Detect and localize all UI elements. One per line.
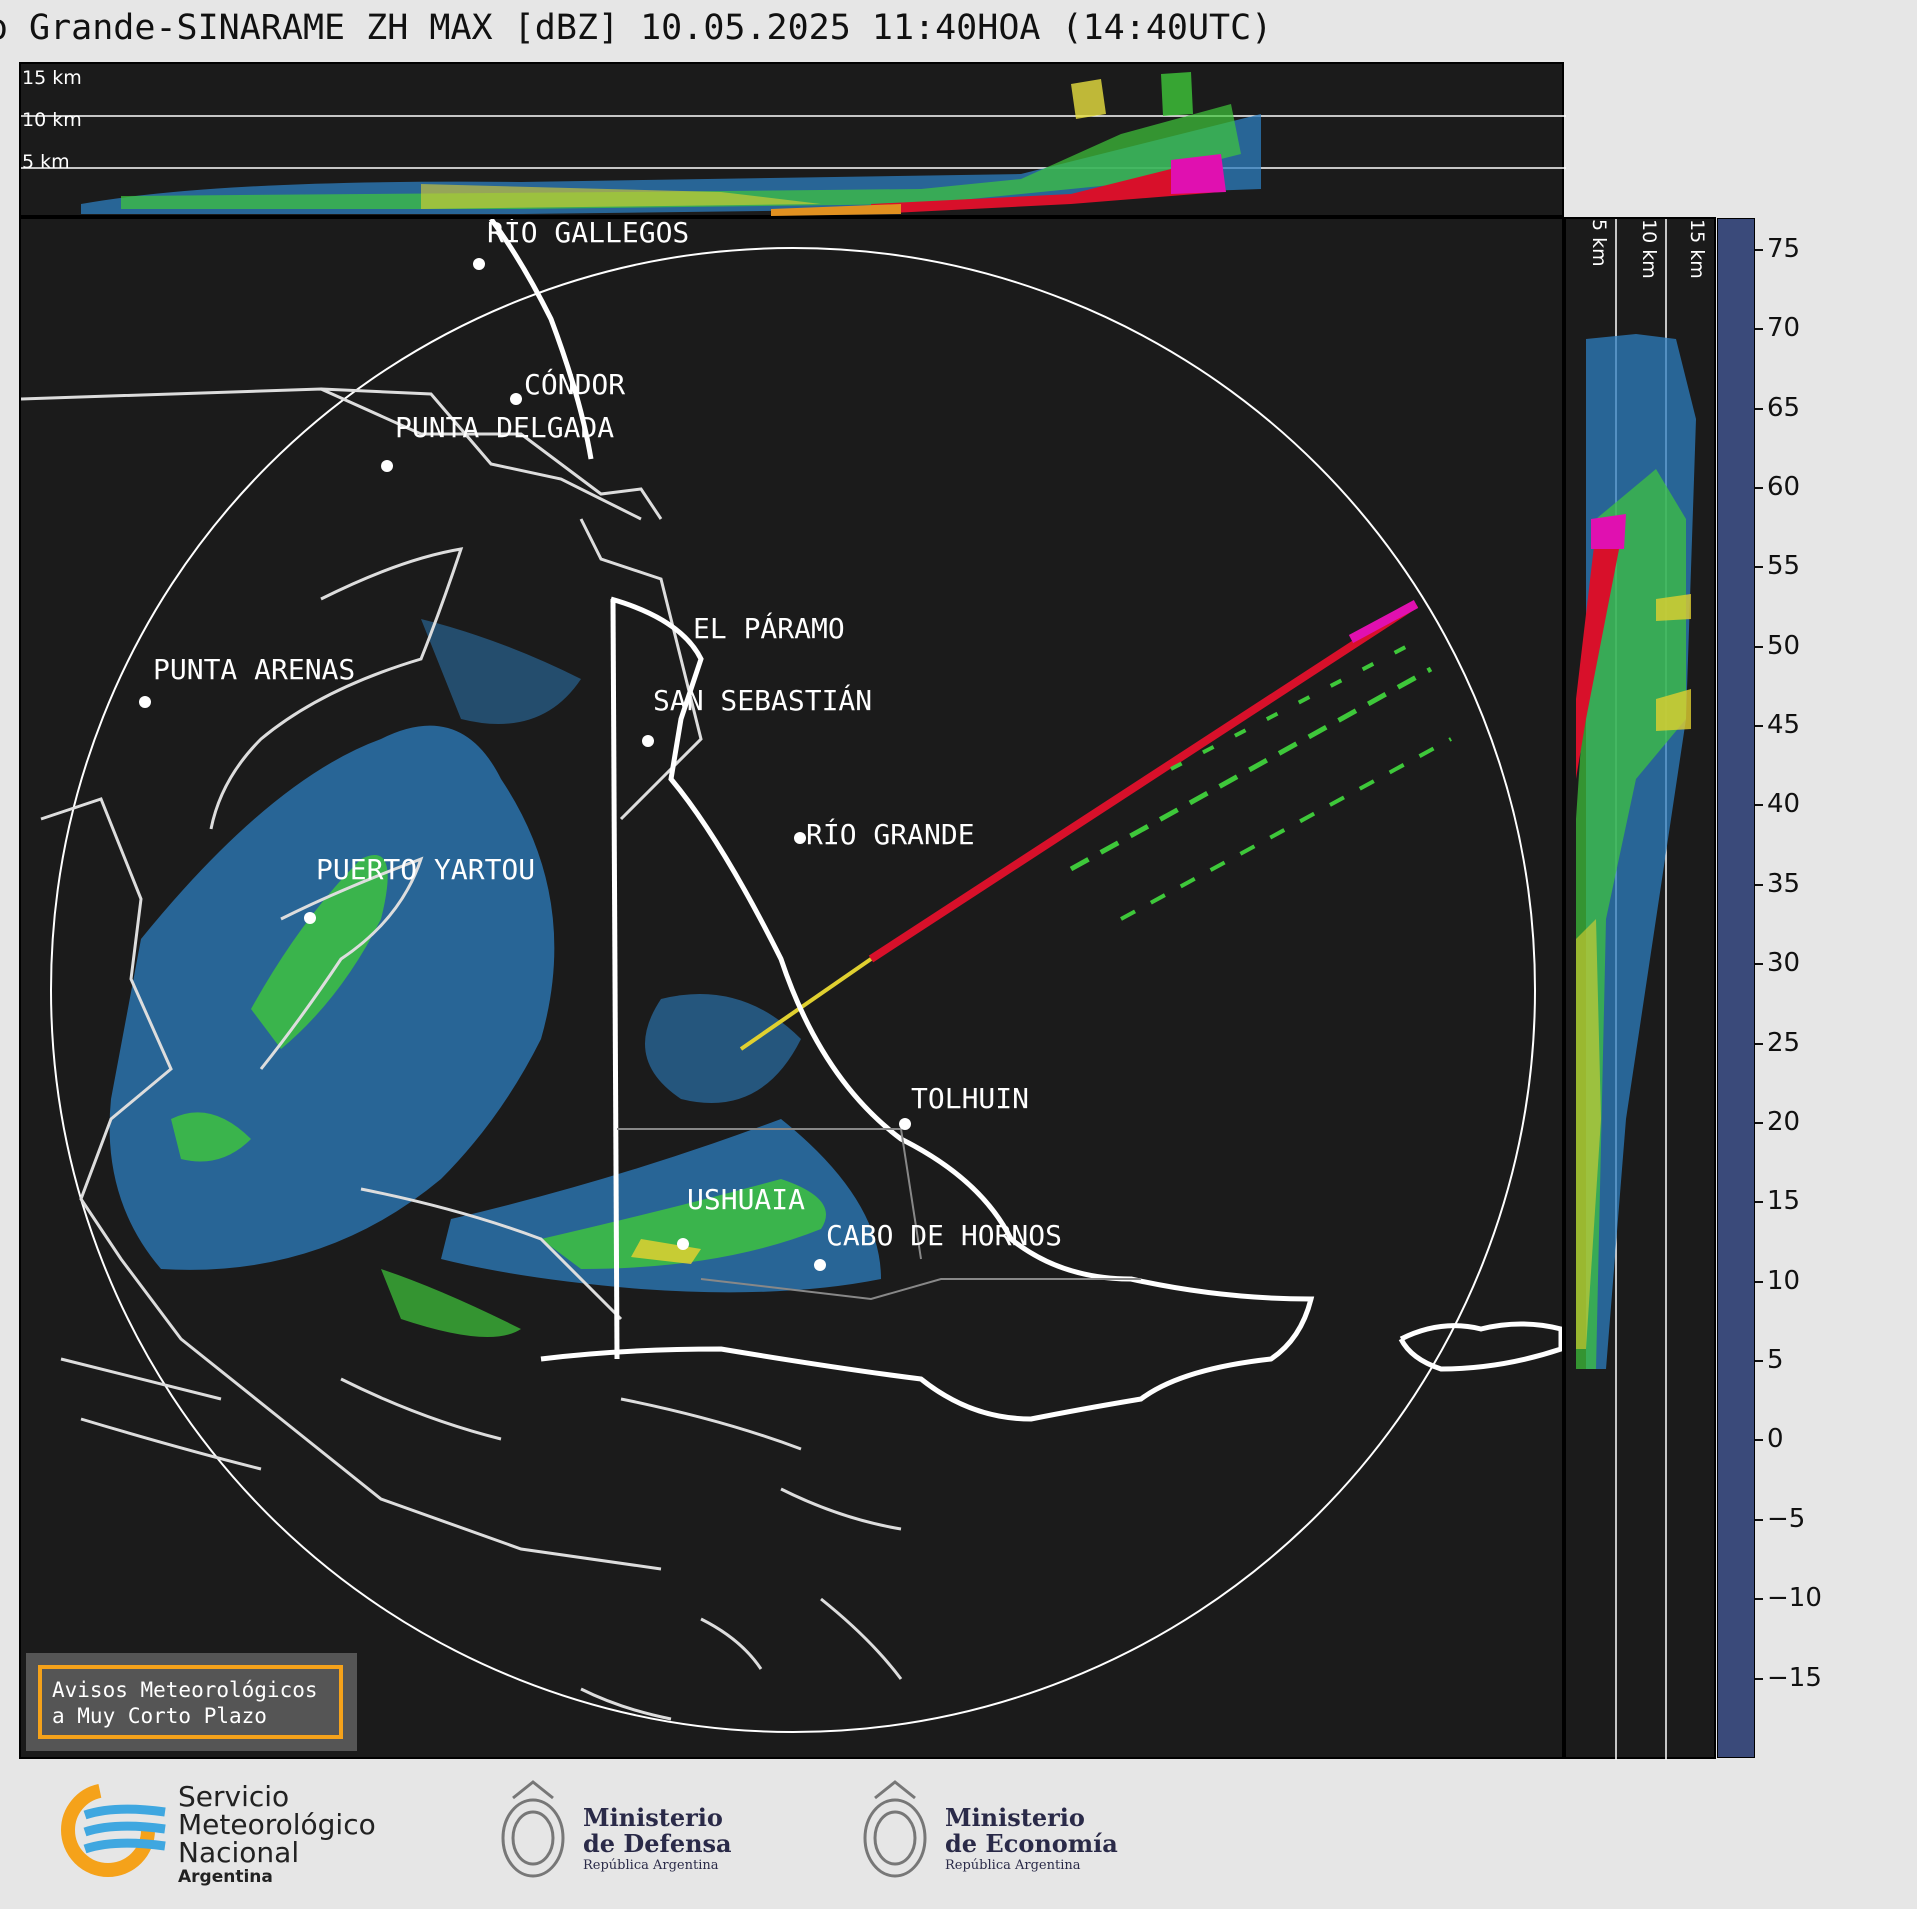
city-dot-rio-grande (794, 832, 806, 844)
colorbar-tick-mark (1755, 248, 1763, 251)
colorbar-tick-label: −5 (1767, 1503, 1806, 1534)
colorbar-tick-label: 25 (1767, 1027, 1801, 1058)
colorbar-tick-label: 35 (1767, 868, 1801, 899)
colorbar-tick-label: 40 (1767, 789, 1801, 820)
side-cross-section-echoes (1576, 219, 1696, 1761)
colorbar-tick-mark (1755, 725, 1763, 728)
footer: Servicio Meteorológico Nacional Argentin… (0, 1760, 1917, 1909)
tierra-del-fuego-coast (488, 219, 1562, 1422)
top-cross-section-echoes (21, 72, 1566, 216)
colorbar-tick-label: 65 (1767, 392, 1801, 423)
smn-logo (61, 1783, 166, 1877)
colorbar-tick-mark (1755, 645, 1763, 648)
altitude-label-5km: 5 km (22, 151, 70, 173)
city-dot-cabo-de-hornos (814, 1259, 826, 1271)
radar-map-panel: RÍO GALLEGOS CÓNDOR PUNTA DELGADA EL PÁR… (19, 217, 1564, 1759)
city-dot-puerto-yartou (304, 912, 316, 924)
colorbar-tick-label: 10 (1767, 1265, 1801, 1296)
colorbar-tick-label: −15 (1767, 1662, 1822, 1693)
colorbar-tick-mark (1755, 486, 1763, 489)
colorbar-tick-label: 5 (1767, 1345, 1784, 1376)
radar-map (21, 219, 1562, 1733)
colorbar-tick-label: 70 (1767, 313, 1801, 344)
city-dot-condor (510, 393, 522, 405)
colorbar-tick-label: 0 (1767, 1424, 1784, 1455)
chart-title: Río Grande-SINARAME ZH MAX [dBZ] 10.05.2… (0, 8, 1273, 48)
city-label-ushuaia: USHUAIA (687, 1183, 806, 1216)
colorbar (1717, 218, 1755, 1758)
colorbar-tick-mark (1755, 1280, 1763, 1283)
city-label-cabo-de-hornos: CABO DE HORNOS (826, 1219, 1063, 1252)
city-dot-punta-delgada (381, 460, 393, 472)
colorbar-tick-mark (1755, 407, 1763, 410)
city-label-condor: CÓNDOR (524, 368, 626, 401)
colorbar-tick-mark (1755, 1042, 1763, 1045)
city-label-tolhuin: TOLHUIN (911, 1082, 1030, 1115)
city-dot-rio-gallegos (473, 258, 485, 270)
colorbar-tick-mark (1755, 1598, 1763, 1601)
colorbar-tick-mark (1755, 1518, 1763, 1521)
side-altitude-label-10km: 10 km (1638, 219, 1660, 279)
city-label-punta-arenas: PUNTA ARENAS (153, 653, 356, 686)
colorbar-tick-label: 55 (1767, 551, 1801, 582)
colorbar-tick-label: 75 (1767, 233, 1801, 264)
border-line (610, 598, 620, 1360)
defensa-seal (501, 1780, 565, 1878)
colorbar-tick-label: −10 (1767, 1583, 1822, 1614)
colorbar-tick-label: 20 (1767, 1106, 1801, 1137)
alert-frame: Avisos Meteorológicos a Muy Corto Plazo (38, 1665, 343, 1739)
city-label-punta-delgada: PUNTA DELGADA (395, 411, 615, 444)
city-label-rio-grande: RÍO GRANDE (806, 818, 975, 851)
economia-name: Ministerio de Economía República Argenti… (945, 1803, 1118, 1874)
side-altitude-label-15km: 15 km (1686, 219, 1708, 279)
colorbar-tick-label: 50 (1767, 630, 1801, 661)
alert-box: Avisos Meteorológicos a Muy Corto Plazo (26, 1653, 357, 1751)
colorbar-tick-mark (1755, 1360, 1763, 1363)
colorbar-tick-label: 60 (1767, 471, 1801, 502)
alert-line2: a Muy Corto Plazo (52, 1704, 267, 1728)
economia-seal (863, 1780, 927, 1878)
colorbar-tick-label: 15 (1767, 1186, 1801, 1217)
side-altitude-label-5km: 5 km (1588, 219, 1610, 267)
side-cross-section-panel: 5 km 10 km 15 km (1564, 217, 1716, 1761)
colorbar-tick-mark (1755, 566, 1763, 569)
colorbar-tick-mark (1755, 1439, 1763, 1442)
altitude-label-15km: 15 km (22, 67, 82, 89)
colorbar-tick-mark (1755, 1201, 1763, 1204)
colorbar-tick-mark (1755, 963, 1763, 966)
city-label-rio-gallegos: RÍO GALLEGOS (487, 217, 690, 249)
reflectivity-echoes (109, 619, 881, 1337)
colorbar-tick-label: 30 (1767, 948, 1801, 979)
colorbar-tick-label: 45 (1767, 710, 1801, 741)
city-dot-ushuaia (677, 1238, 689, 1250)
city-label-san-sebastian: SAN SEBASTIÁN (653, 684, 873, 717)
top-cross-section-panel: 15 km 10 km 5 km (19, 62, 1566, 217)
smn-name: Servicio Meteorológico Nacional Argentin… (178, 1780, 376, 1888)
colorbar-tick-mark (1755, 804, 1763, 807)
coastlines (21, 387, 903, 1721)
city-label-el-paramo: EL PÁRAMO (693, 612, 845, 645)
city-label-puerto-yartou: PUERTO YARTOU (316, 853, 536, 886)
city-dot-san-sebastian (642, 735, 654, 747)
city-dot-punta-arenas (139, 696, 151, 708)
alert-line1: Avisos Meteorológicos (52, 1678, 318, 1702)
colorbar-tick-mark (1755, 328, 1763, 331)
colorbar-tick-mark (1755, 1121, 1763, 1124)
defensa-name: Ministerio de Defensa República Argentin… (583, 1803, 732, 1874)
colorbar-tick-mark (1755, 1677, 1763, 1680)
altitude-label-10km: 10 km (22, 109, 82, 131)
city-dot-tolhuin (899, 1118, 911, 1130)
colorbar-tick-mark (1755, 883, 1763, 886)
footer-logos (61, 1780, 927, 1878)
